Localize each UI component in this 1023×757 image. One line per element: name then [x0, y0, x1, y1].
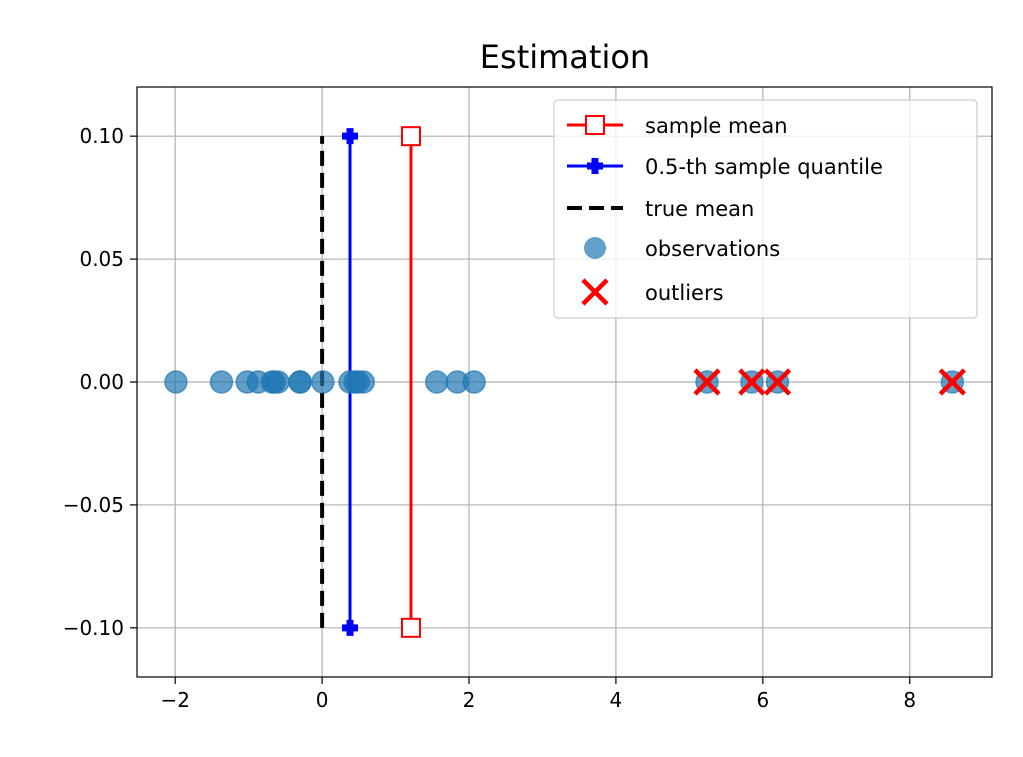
- observation-point: [351, 370, 375, 394]
- legend-circle-icon: [584, 237, 606, 259]
- sample-mean-marker: [400, 617, 421, 638]
- y-tick-label: −0.10: [63, 616, 124, 640]
- y-tick-label: 0.00: [79, 370, 124, 394]
- observation-point: [164, 370, 188, 394]
- x-tick-label: 8: [903, 688, 916, 712]
- observation-point: [288, 370, 312, 394]
- plot-frame: [136, 86, 993, 678]
- quantile-marker: [342, 619, 359, 636]
- legend-square-icon: [585, 115, 605, 135]
- outlier-marker: [738, 368, 766, 396]
- x-tick-label: −2: [160, 688, 189, 712]
- observation-point: [311, 370, 335, 394]
- legend-label: true mean: [645, 197, 754, 221]
- outlier-marker: [938, 368, 966, 396]
- ticks: −2 0 2 4 6 8 0.10 0.05 0.00 −0.05 −0.10: [63, 124, 916, 712]
- x-tick-label: 2: [463, 688, 476, 712]
- x-tick-label: 6: [756, 688, 769, 712]
- x-tick-label: 0: [316, 688, 329, 712]
- outlier-marker: [693, 368, 721, 396]
- legend-box: [553, 99, 978, 319]
- legend-label: sample mean: [645, 114, 788, 138]
- y-tick-label: 0.05: [79, 247, 124, 271]
- legend-plus-icon: [587, 158, 603, 174]
- marks: [164, 126, 966, 638]
- sample-mean-marker: [400, 126, 421, 147]
- observation-point: [209, 370, 234, 394]
- legend: sample mean 0.5-th sample quantile true me…: [553, 99, 978, 319]
- quantile-marker: [342, 128, 359, 145]
- legend-label: outliers: [645, 281, 724, 305]
- outlier-marker: [763, 368, 792, 396]
- y-tick-label: −0.05: [63, 493, 124, 517]
- legend-x-icon: [581, 278, 609, 306]
- observation-point: [462, 370, 486, 394]
- observation-point: [266, 370, 290, 394]
- y-tick-label: 0.10: [79, 124, 124, 148]
- legend-label: 0.5-th sample quantile: [645, 155, 883, 179]
- observation-point: [424, 370, 449, 394]
- x-tick-label: 4: [610, 688, 623, 712]
- chart-title: Estimation: [480, 38, 650, 76]
- legend-label: observations: [645, 237, 780, 261]
